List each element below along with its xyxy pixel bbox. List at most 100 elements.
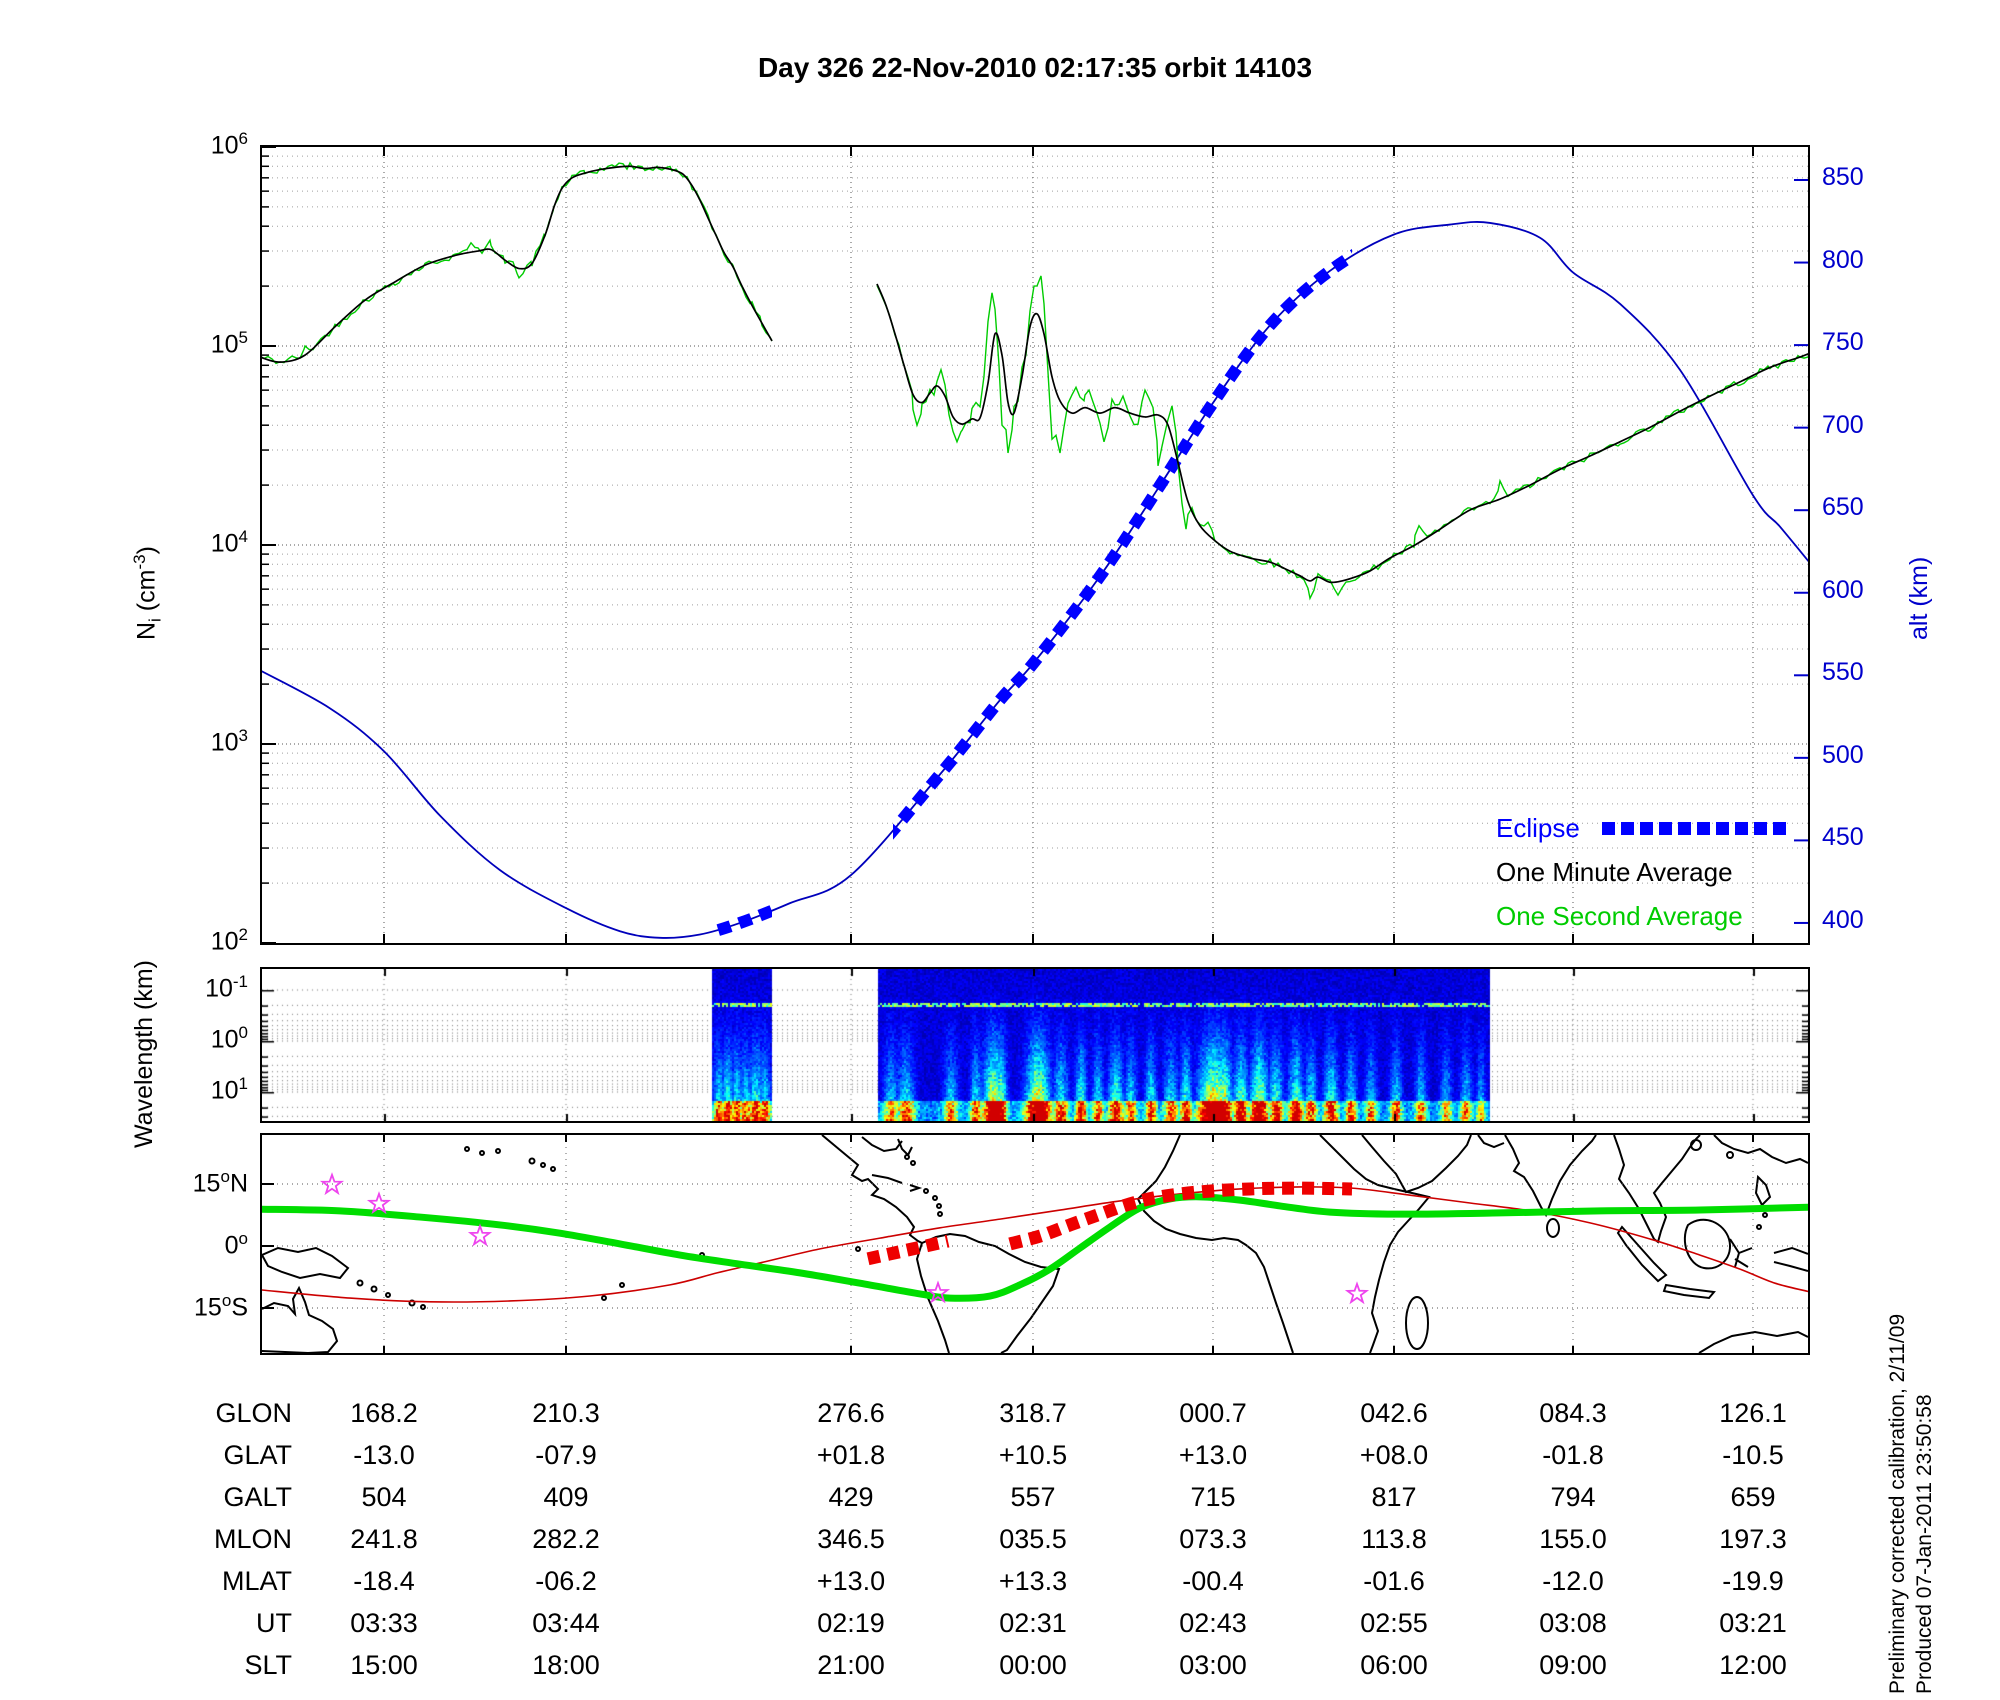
table-cell: -01.6 [1363,1566,1425,1596]
y-tick-altitude: 800 [1822,245,1864,274]
table-cell: 276.6 [817,1398,885,1428]
table-cell: 21:00 [817,1650,885,1680]
table-cell: 794 [1550,1482,1596,1512]
y-tick-latitude: 15oN [192,1167,248,1198]
y-axis-label-altitude: alt (km) [1905,556,1933,640]
legend-second-label: One Second Average [1496,901,1743,931]
table-cell: 168.2 [350,1398,418,1428]
table-cell: 113.8 [1361,1524,1427,1554]
density-altitude-panel [260,145,1810,945]
star-marker [467,1223,493,1247]
wavelength-spectrogram-panel [260,967,1810,1123]
table-cell: 817 [1371,1482,1417,1512]
y-tick-wavelength: 100 [210,1023,248,1054]
table-cell: -13.0 [353,1440,415,1470]
table-cell: 02:43 [1179,1608,1247,1638]
table-row-label-ut: UT [256,1608,292,1638]
table-cell: +10.5 [998,1440,1068,1470]
star-marker [366,1191,392,1215]
table-cell: -06.2 [535,1566,597,1596]
table-cell: -07.9 [535,1440,597,1470]
legend-eclipse-label: Eclipse [1496,813,1580,843]
table-cell: -12.0 [1542,1566,1604,1596]
table-cell: 659 [1730,1482,1776,1512]
table-cell: 346.5 [817,1524,885,1554]
table-cell: 155.0 [1539,1524,1607,1554]
y-tick-altitude: 600 [1822,575,1864,604]
y-tick-altitude: 700 [1822,410,1864,439]
table-cell: 02:31 [999,1608,1067,1638]
table-cell: 03:44 [532,1608,600,1638]
table-cell: 282.2 [532,1524,600,1554]
produced-note: Produced 07-Jan-2011 23:50:58 [1913,1394,1936,1694]
legend: Eclipse One Minute Average One Second Av… [1496,806,1792,938]
table-cell: -01.8 [1542,1440,1604,1470]
table-cell: +13.0 [816,1566,886,1596]
table-cell: 02:19 [817,1608,885,1638]
y-tick-altitude: 400 [1822,905,1864,934]
table-cell: 00:00 [999,1650,1067,1680]
table-cell: 15:00 [350,1650,418,1680]
table-cell: 429 [828,1482,874,1512]
table-cell: 03:21 [1719,1608,1787,1638]
y-tick-wavelength: 10-1 [205,972,248,1003]
table-cell: 084.3 [1539,1398,1607,1428]
y-tick-altitude: 550 [1822,658,1864,687]
table-row-label-slt: SLT [244,1650,292,1680]
table-cell: 197.3 [1719,1524,1787,1554]
table-cell: 210.3 [532,1398,600,1428]
calibration-note: Preliminary corrected calibration, 2/11/… [1886,1313,1909,1694]
star-marker [1344,1281,1370,1305]
world-map [262,1135,1808,1353]
density-altitude-plot [262,147,1808,943]
y-tick-wavelength: 101 [210,1074,248,1105]
legend-item-minute: One Minute Average [1496,850,1792,894]
table-cell: 504 [361,1482,407,1512]
legend-item-eclipse: Eclipse [1496,806,1792,850]
y-tick-altitude: 750 [1822,328,1864,357]
table-cell: -19.9 [1722,1566,1784,1596]
table-cell: 03:00 [1179,1650,1247,1680]
spectrogram-canvas [262,969,1808,1121]
table-cell: -18.4 [353,1566,415,1596]
table-cell: 557 [1010,1482,1056,1512]
table-row-label-glon: GLON [215,1398,292,1428]
table-cell: 09:00 [1539,1650,1607,1680]
table-cell: 042.6 [1360,1398,1428,1428]
table-cell: 715 [1190,1482,1236,1512]
legend-item-second: One Second Average [1496,894,1792,938]
table-cell: 126.1 [1719,1398,1787,1428]
y-tick-density: 106 [210,129,248,160]
table-cell: 241.8 [350,1524,418,1554]
table-cell: +01.8 [816,1440,886,1470]
page-title: Day 326 22-Nov-2010 02:17:35 orbit 14103 [757,52,1313,83]
y-tick-altitude: 850 [1822,163,1864,191]
table-row-label-mlat: MLAT [221,1566,292,1596]
table-cell: 06:00 [1360,1650,1428,1680]
production-note: Preliminary corrected calibration, 2/11/… [1884,1314,1938,1694]
table-cell: 318.7 [999,1398,1067,1428]
y-tick-density: 105 [210,328,248,359]
y-tick-density: 104 [210,527,248,558]
y-axis-label-wavelength: Wavelength (km) [130,959,158,1148]
star-marker [319,1172,345,1196]
y-tick-latitude: 0o [224,1229,248,1260]
table-row-label-mlon: MLON [213,1524,292,1554]
y-tick-density: 103 [210,726,248,757]
y-tick-density: 102 [210,925,248,956]
eclipse-dash-marker [1601,821,1792,835]
table-row-label-galt: GALT [223,1482,292,1512]
ground-track-map-panel [260,1133,1810,1355]
table-cell: 18:00 [532,1650,600,1680]
y-tick-altitude: 500 [1822,740,1864,769]
table-cell: 12:00 [1719,1650,1787,1680]
coastlines [262,1135,1808,1353]
table-cell: -10.5 [1722,1440,1784,1470]
table-cell: 03:08 [1539,1608,1607,1638]
table-cell: 03:33 [350,1608,418,1638]
table-cell: 035.5 [999,1524,1067,1554]
y-axis-label-density: Ni (cm-3) [130,546,165,640]
table-row-label-glat: GLAT [223,1440,292,1470]
y-tick-altitude: 650 [1822,493,1864,522]
